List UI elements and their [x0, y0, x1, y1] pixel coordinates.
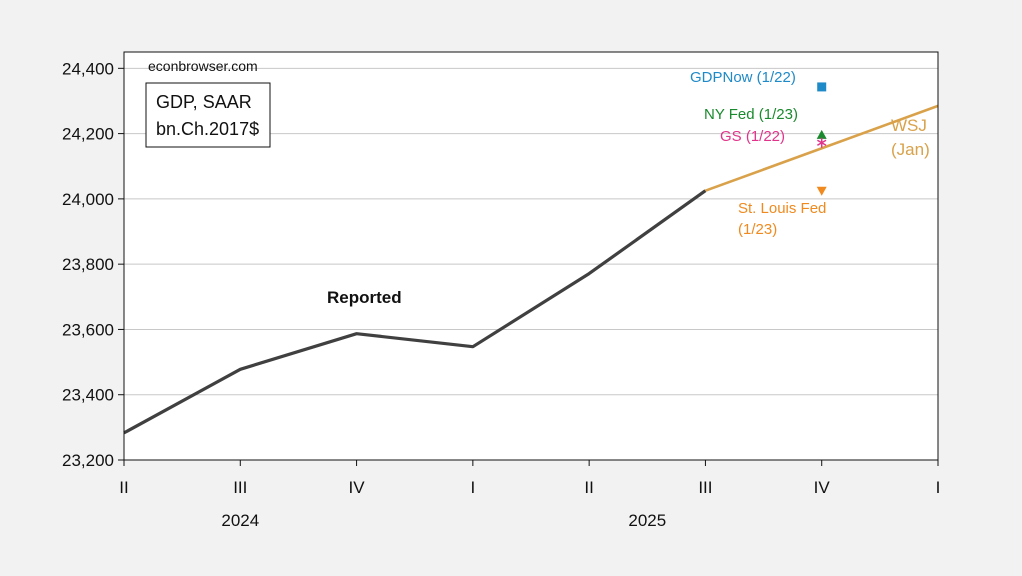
- x-tick-label: II: [119, 478, 128, 497]
- series-label-wsj-line-1: WSJ: [891, 116, 927, 135]
- marker-stlouis: [816, 186, 827, 196]
- marker-nyfed: [816, 129, 827, 139]
- units-box-line-2: bn.Ch.2017$: [156, 119, 259, 139]
- nowcast-label-gs: GS (1/22): [720, 128, 785, 145]
- y-tick-label: 23,200: [62, 451, 114, 470]
- source-label: econbrowser.com: [148, 58, 258, 74]
- units-box-line-1: GDP, SAAR: [156, 92, 252, 112]
- x-tick-label: IV: [349, 478, 366, 497]
- nowcast-label-gdpnow: GDPNow (1/22): [690, 69, 796, 86]
- series-label-wsj-line-2: (Jan): [891, 140, 930, 159]
- marker-gs: [817, 137, 827, 148]
- nowcast-label-stlouis-line-1: St. Louis Fed: [738, 200, 826, 217]
- series-lines: [123, 104, 939, 435]
- series-label-reported: Reported: [327, 288, 402, 307]
- y-tick-label: 23,800: [62, 255, 114, 274]
- x-tick-label: IV: [814, 478, 831, 497]
- units-box: [145, 82, 271, 148]
- y-tick-label: 24,400: [62, 59, 114, 78]
- y-tick-label: 24,000: [62, 190, 114, 209]
- x-tick-label: III: [698, 478, 712, 497]
- y-tick-label: 23,400: [62, 386, 114, 405]
- x-tick-label: I: [936, 478, 941, 497]
- grid-lines: [124, 67, 938, 396]
- x-year-label: 2025: [628, 511, 666, 530]
- marker-gdpnow: [817, 82, 827, 92]
- axes: 23,200 23,400 23,600 23,800 24,000 24,200 24,4…: [62, 59, 940, 530]
- y-tick-label: 23,600: [62, 320, 114, 339]
- y-tick-label: 24,200: [62, 125, 114, 144]
- x-tick-label: II: [584, 478, 593, 497]
- series-line-reported: [123, 189, 707, 435]
- x-year-label: 2024: [221, 511, 259, 530]
- x-tick-label: III: [233, 478, 247, 497]
- nowcast-label-stlouis-line-2: (1/23): [738, 221, 777, 238]
- plot-frame: [123, 51, 939, 461]
- nowcast-markers: [816, 82, 827, 196]
- x-tick-label: I: [470, 478, 475, 497]
- nowcast-label-nyfed: NY Fed (1/23): [704, 106, 798, 123]
- series-line-wsj: [704, 104, 939, 192]
